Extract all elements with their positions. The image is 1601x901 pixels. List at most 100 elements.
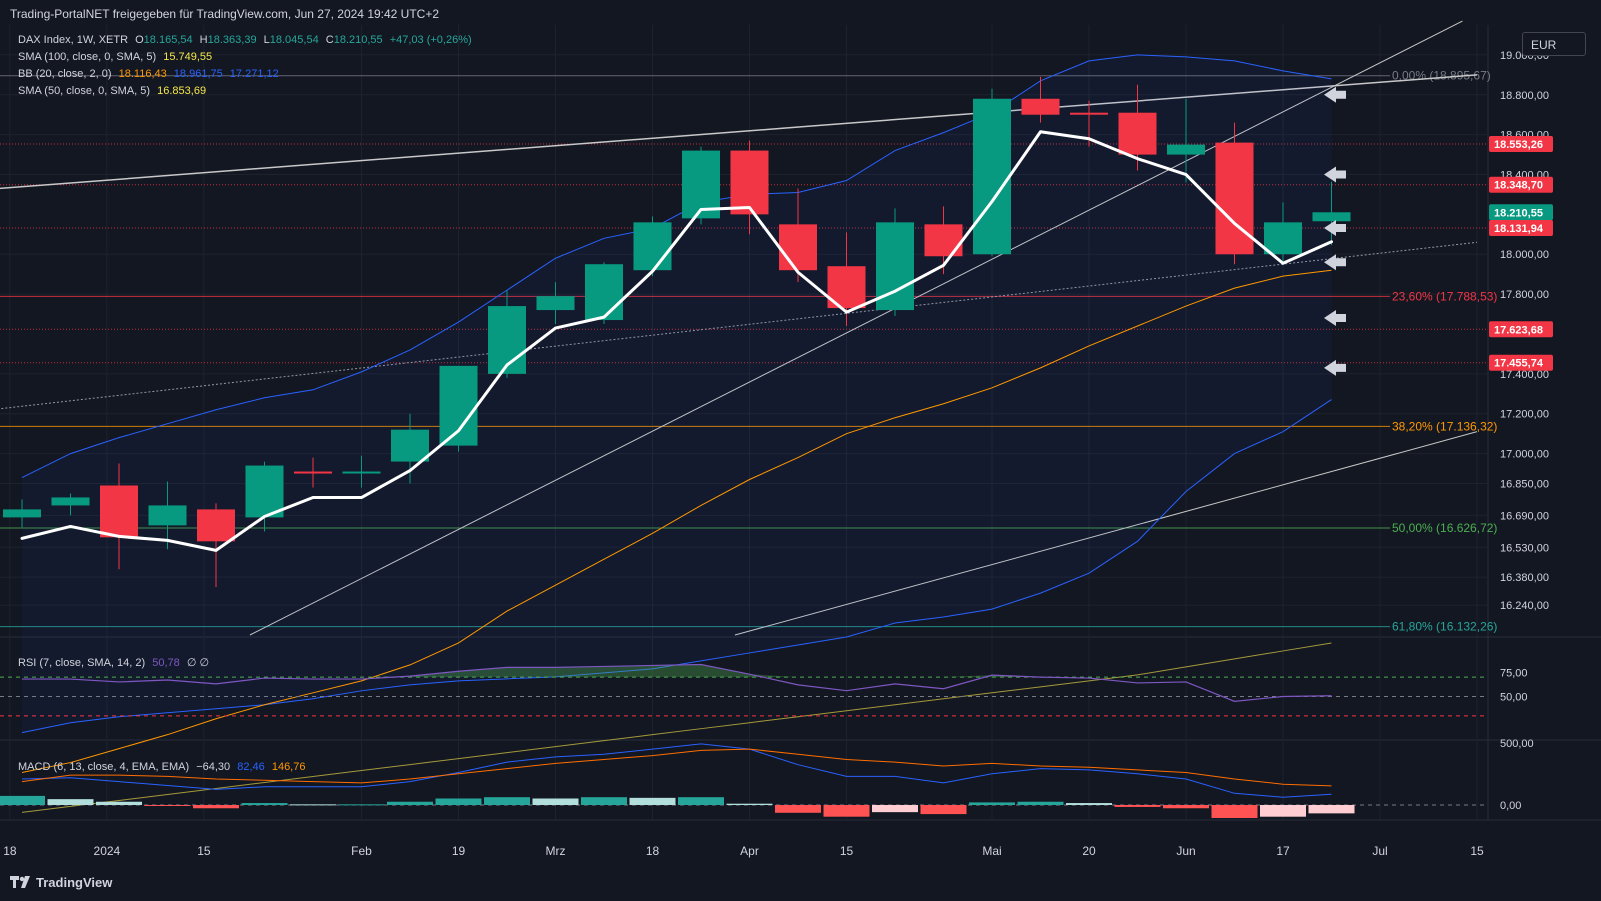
candle-body[interactable]: [1264, 222, 1302, 255]
sma50-value: 16.853,69: [157, 85, 207, 97]
candle-body[interactable]: [197, 509, 235, 542]
candlesticks[interactable]: [3, 76, 1351, 588]
candle-body[interactable]: [294, 471, 332, 474]
macd-line: [21, 743, 1332, 798]
candle-body[interactable]: [100, 485, 138, 538]
left-arrow-icon: [1324, 86, 1346, 103]
macd-histogram-bar: [144, 805, 191, 806]
price-label-text: 17.455,74: [1494, 358, 1544, 370]
rsi-pane[interactable]: 75,00 50,00: [0, 663, 1528, 717]
time-tick-label: Jul: [1372, 844, 1387, 858]
time-tick-label: 17: [1276, 844, 1290, 858]
candle-body[interactable]: [1070, 112, 1108, 115]
candle-body[interactable]: [633, 222, 672, 271]
currency-selector[interactable]: EUR: [1522, 32, 1586, 56]
candle-body[interactable]: [779, 224, 817, 271]
macd-tick-label: 500,00: [1500, 738, 1534, 750]
macd-signal-line: [21, 748, 1332, 787]
level-arrows: [1324, 86, 1346, 376]
macd-histogram-bar: [823, 805, 870, 817]
price-tick-label: 17.000,00: [1500, 449, 1549, 461]
macd-histogram-bar: [678, 797, 724, 805]
candle-body[interactable]: [1215, 142, 1254, 255]
price-tick-label: 16.690,00: [1500, 510, 1549, 522]
candle-body[interactable]: [1312, 212, 1351, 222]
candle-body[interactable]: [730, 150, 769, 215]
macd-line-value: 82,46: [237, 761, 265, 773]
time-tick-label: 15: [1470, 844, 1484, 858]
candle-body[interactable]: [391, 429, 429, 462]
candle-body[interactable]: [585, 264, 623, 321]
sma100-legend[interactable]: SMA (100, close, 0, SMA, 5) 15.749,55: [18, 51, 216, 63]
time-tick-label: Mrz: [546, 844, 566, 858]
ohlc-open: O18.165,54: [135, 34, 193, 46]
macd-histogram-bar: [920, 805, 967, 815]
price-label-tag: [1489, 219, 1553, 236]
trend-lines: [0, 20, 1478, 636]
macd-histogram-bar: [387, 801, 433, 805]
candle-body[interactable]: [1167, 144, 1205, 155]
time-tick-label: 18: [646, 844, 660, 858]
bb-lower-value: 17.271,12: [229, 68, 279, 80]
hand-drawn-line: [20, 130, 1333, 552]
price-label-text: 18.553,26: [1494, 139, 1543, 151]
tradingview-logo[interactable]: TradingView: [10, 875, 112, 891]
candle-body[interactable]: [924, 224, 963, 257]
price-label-tag: [1489, 135, 1553, 152]
time-tick-label: Feb: [351, 844, 372, 858]
time-tick-label: Mai: [982, 844, 1001, 858]
rsi-tick-label: 75,00: [1500, 667, 1528, 679]
price-label-text: 18.348,70: [1494, 180, 1543, 192]
price-tick-label: 17.400,00: [1500, 369, 1549, 381]
candle-body[interactable]: [3, 509, 41, 518]
candle-body[interactable]: [439, 365, 478, 446]
sma50-label: SMA (50, close, 0, SMA, 5): [18, 85, 151, 97]
tradingview-logo-icon: [10, 876, 32, 891]
candle-body[interactable]: [536, 296, 575, 311]
fib-level-label: 38,20% (17.136,32): [1392, 419, 1497, 433]
candle-body[interactable]: [1021, 98, 1060, 115]
left-arrow-icon: [1324, 310, 1346, 327]
macd-signal-value: 146,76: [271, 761, 306, 773]
left-arrow-icon: [1324, 254, 1346, 271]
attribution-text: Trading-PortalNET freigegeben für Tradin…: [10, 7, 440, 21]
rsi-extra: ∅ ∅: [186, 657, 210, 669]
candle-body[interactable]: [1118, 112, 1157, 155]
time-axis[interactable]: 18 2024 15 Feb 19 Mrz 18 Apr 15 Mai 20 Jun 17 Jul 15: [3, 844, 1484, 858]
macd-pane[interactable]: 500,00 0,00: [0, 738, 1534, 818]
bb-legend[interactable]: BB (20, close, 2, 0) 18.116,43 18.961,75…: [18, 68, 283, 80]
macd-histogram-bar: [581, 797, 627, 805]
candle-body[interactable]: [973, 98, 1011, 255]
ohlc-high: H18.363,39: [199, 34, 257, 46]
macd-histogram-bar: [193, 805, 239, 809]
candle-body[interactable]: [342, 471, 381, 474]
macd-histogram-bar: [1260, 805, 1306, 817]
trend-line: [734, 431, 1478, 636]
rsi-line: [22, 663, 1332, 702]
bb-upper-line: [21, 54, 1332, 478]
candle-body[interactable]: [682, 150, 720, 219]
symbol-name: DAX Index, 1W, XETR: [18, 34, 129, 46]
macd-histogram-bar: [1308, 805, 1355, 814]
candle-body[interactable]: [51, 497, 90, 506]
macd-histogram-bar: [969, 802, 1015, 805]
rsi-legend[interactable]: RSI (7, close, SMA, 14, 2) 50,78 ∅ ∅: [18, 656, 213, 669]
candle-body[interactable]: [245, 465, 284, 518]
price-tick-label: 18.800,00: [1500, 90, 1549, 102]
macd-histogram-bar: [241, 803, 288, 805]
trend-line: [0, 241, 1478, 410]
left-arrow-icon: [1324, 359, 1346, 376]
price-label-text: 17.623,68: [1494, 324, 1543, 336]
candle-body[interactable]: [148, 505, 187, 526]
ohlc-close: C18.210,55: [325, 34, 383, 46]
sma50-line: [21, 269, 1332, 774]
sma50-legend[interactable]: SMA (50, close, 0, SMA, 5) 16.853,69: [18, 85, 210, 97]
time-tick-label: 15: [840, 844, 854, 858]
candle-body[interactable]: [488, 306, 526, 374]
symbol-legend[interactable]: DAX Index, 1W, XETR O18.165,54 H18.363,3…: [18, 34, 476, 46]
macd-legend[interactable]: MACD (6, 13, close, 4, EMA, EMA) −64,30 …: [18, 761, 309, 773]
grid-lines: [0, 25, 1601, 821]
price-tick-label: 17.200,00: [1500, 409, 1549, 421]
